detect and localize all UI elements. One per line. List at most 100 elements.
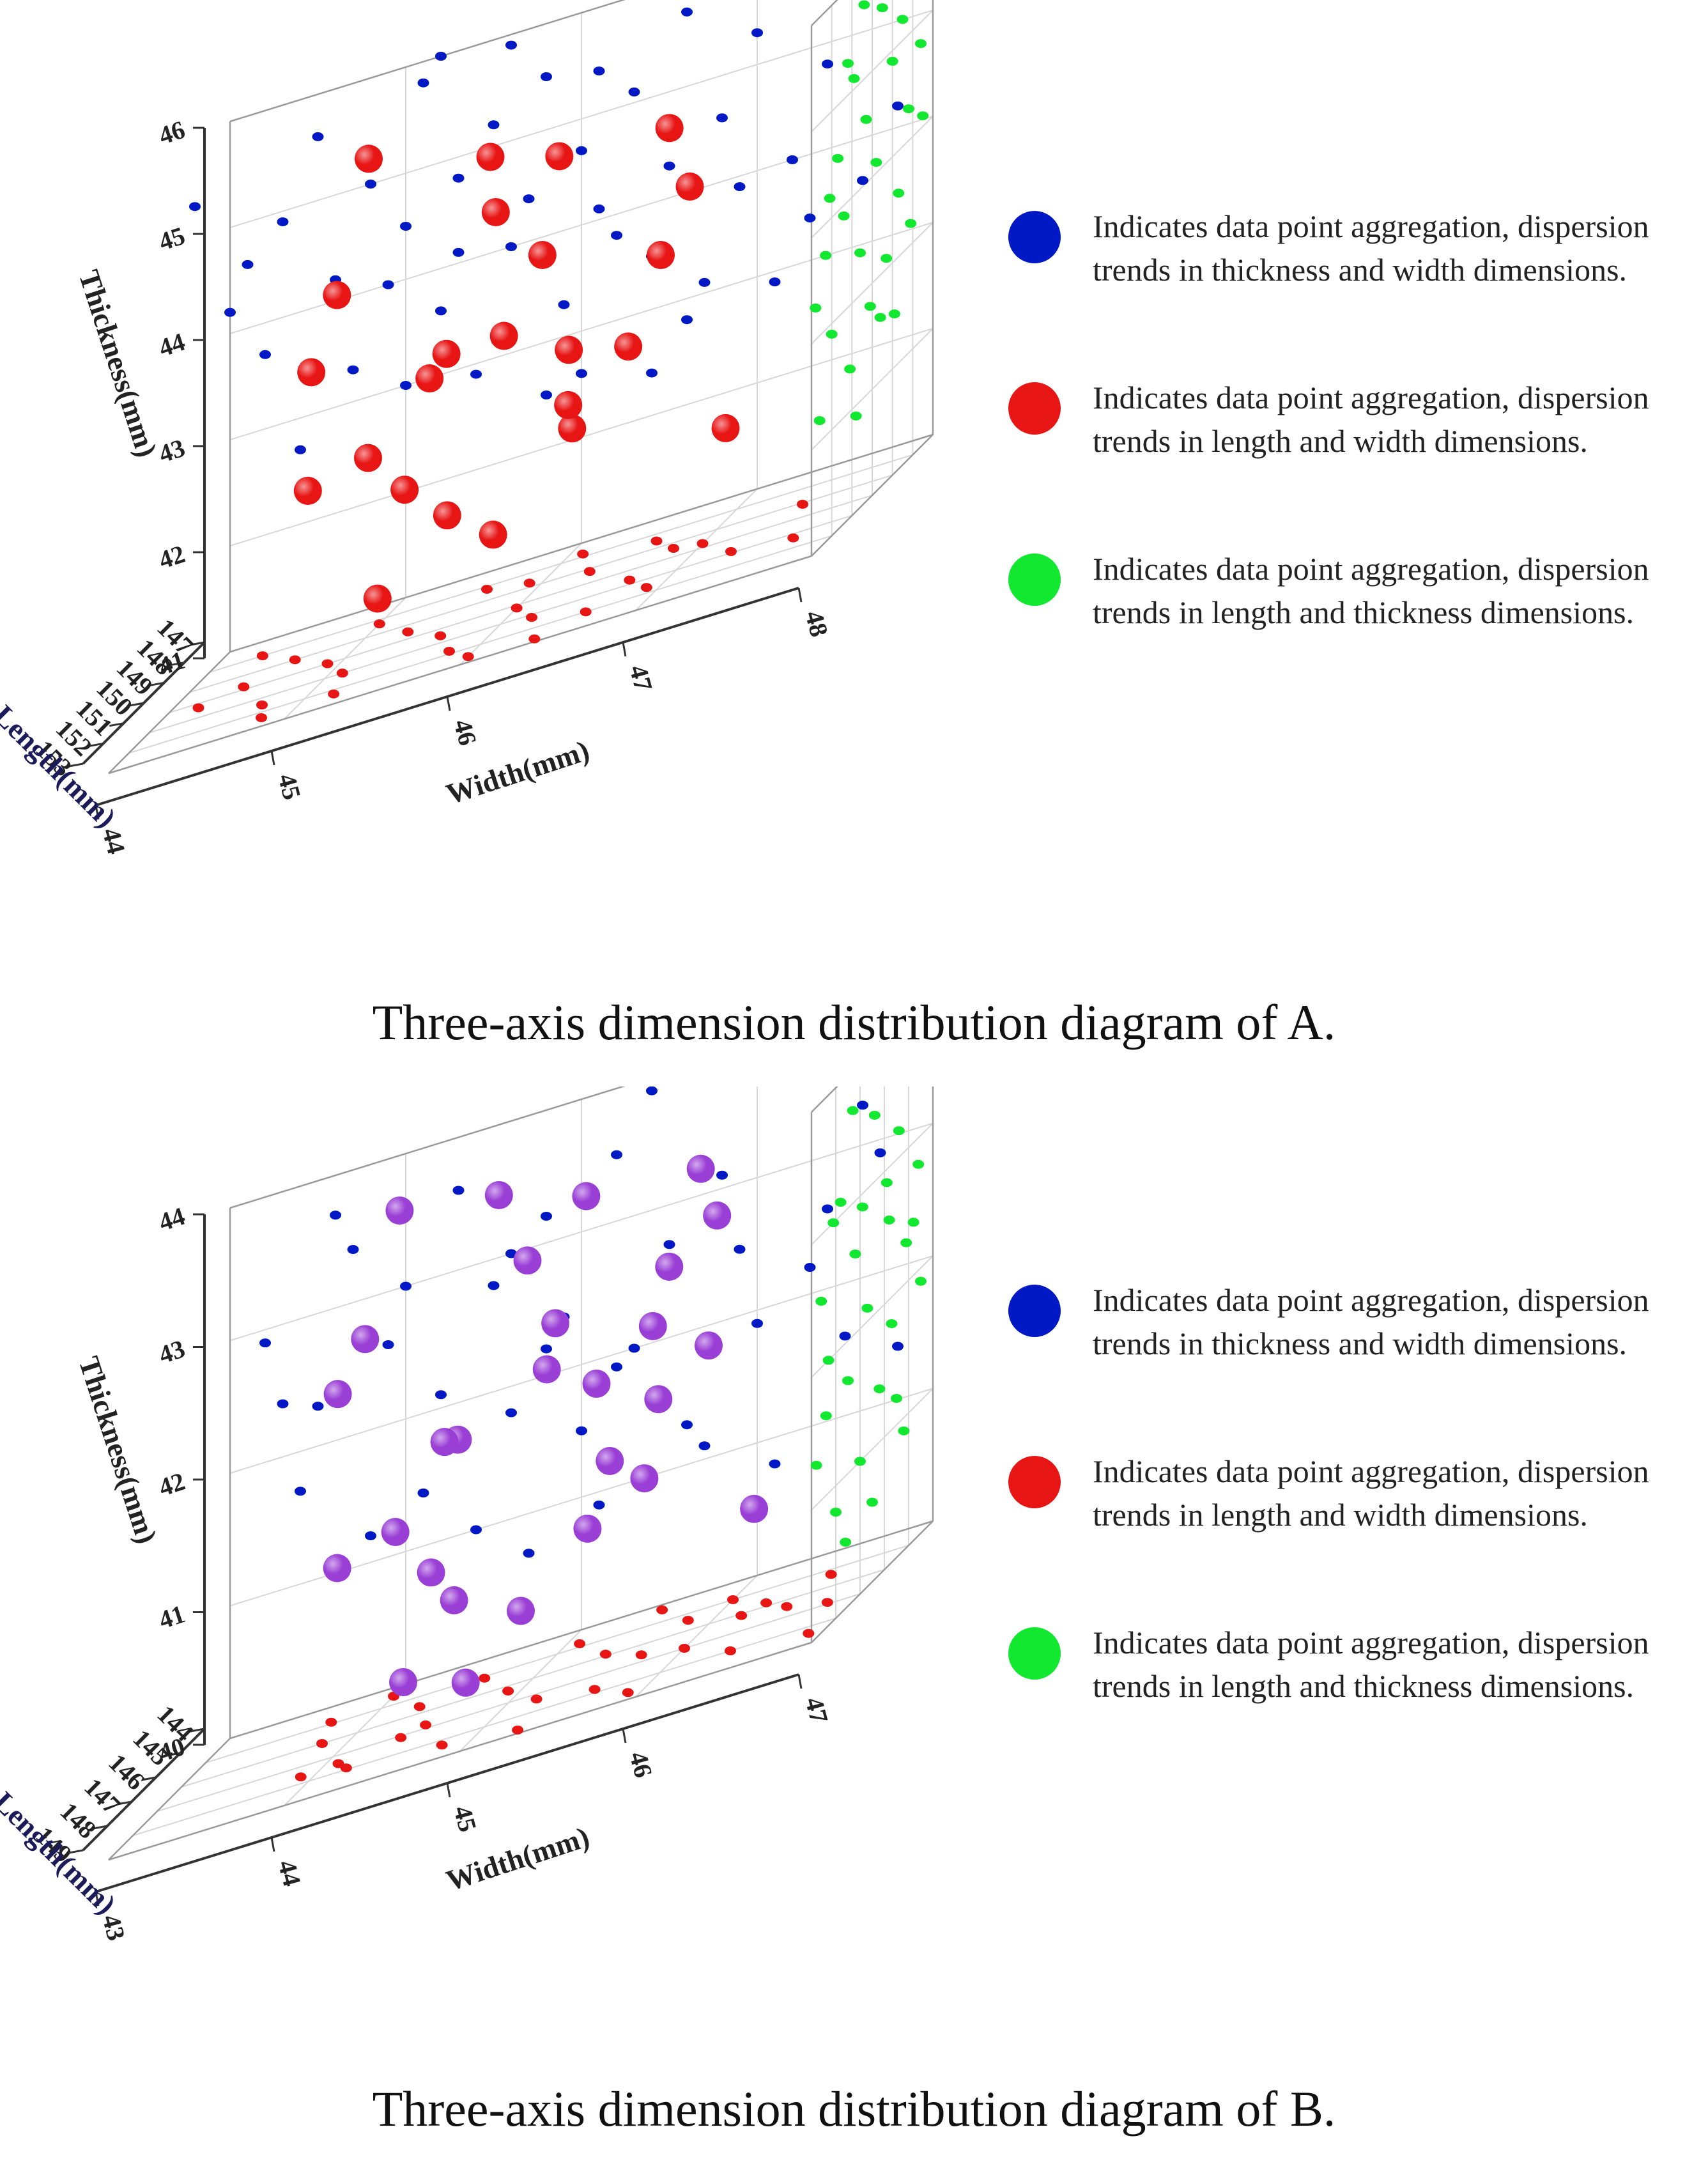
- projection-point: [803, 1628, 815, 1638]
- figure-caption-a: Three-axis dimension distribution diagra…: [372, 994, 1336, 1050]
- projection-point: [646, 1086, 658, 1095]
- legend-green-dot: [1008, 1627, 1061, 1680]
- projection-point: [624, 575, 636, 585]
- data-sphere-point: [532, 1355, 561, 1384]
- projection-point: [734, 182, 746, 192]
- floor-gridline: [459, 543, 582, 665]
- projection-point: [781, 1602, 793, 1611]
- back-wall-gridline: [229, 1255, 934, 1474]
- projection-point: [820, 251, 832, 260]
- projection-point: [824, 194, 836, 203]
- length-tick-mark: [165, 1752, 181, 1757]
- data-sphere-point: [417, 1558, 445, 1587]
- width-tick-mark: [797, 1674, 803, 1689]
- box-edge: [811, 1086, 838, 1113]
- width-tick-label: 47: [624, 662, 658, 694]
- projection-point: [589, 1685, 601, 1694]
- projection-point: [628, 87, 640, 97]
- projection-point: [825, 1570, 837, 1579]
- legend-item-thickness-width: Indicates data point aggregation, disper…: [997, 1278, 1674, 1412]
- projection-point: [679, 1644, 690, 1653]
- data-sphere-point: [323, 281, 351, 309]
- data-sphere-point: [675, 172, 704, 201]
- thickness-tick-label: 41: [155, 1599, 188, 1634]
- width-tick-label: 47: [799, 1694, 834, 1726]
- thickness-tick-label: 45: [155, 221, 188, 256]
- data-sphere-point: [507, 1597, 535, 1625]
- width-tick-label: 45: [448, 1803, 482, 1835]
- projection-point: [256, 713, 267, 722]
- projection-point: [915, 39, 927, 49]
- projection-point: [840, 1538, 852, 1547]
- length-tick-mark: [190, 1728, 205, 1733]
- projection-point: [751, 28, 763, 38]
- projection-point: [668, 544, 679, 553]
- box-edge: [811, 434, 934, 557]
- width-tick-mark: [797, 587, 803, 603]
- projection-point: [891, 1394, 902, 1403]
- length-tick-mark: [190, 641, 205, 646]
- projection-point: [810, 303, 822, 313]
- legend-red-dot: [1008, 382, 1061, 435]
- data-sphere-point: [381, 1518, 410, 1547]
- projection-point: [576, 1426, 587, 1435]
- data-sphere-point: [389, 1668, 417, 1696]
- projection-point: [436, 1740, 448, 1750]
- projection-point: [876, 3, 888, 13]
- thickness-axis-title: Thickness(mm): [72, 1352, 163, 1547]
- projection-point: [528, 634, 541, 644]
- projection-point: [328, 689, 340, 699]
- projection-point: [888, 309, 900, 319]
- floor-gridline: [635, 488, 758, 611]
- projection-point: [316, 1739, 328, 1748]
- projection-point: [849, 1249, 861, 1259]
- projection-point: [842, 1376, 854, 1386]
- floor-gridline: [635, 1575, 758, 1697]
- projection-point: [330, 1210, 341, 1220]
- projection-point: [727, 1595, 739, 1604]
- legend-item-length-width: Indicates data point aggregation, disper…: [997, 1450, 1674, 1584]
- projection-point: [312, 1402, 324, 1411]
- projection-point: [224, 307, 236, 317]
- projection-point: [336, 669, 348, 678]
- projection-point: [295, 1772, 307, 1782]
- projection-point: [488, 1281, 500, 1290]
- projection-point: [815, 1297, 827, 1306]
- projection-point: [646, 368, 658, 378]
- data-sphere-point: [614, 332, 643, 361]
- projection-point: [417, 1489, 429, 1497]
- projection-point: [574, 1639, 586, 1648]
- box-edge: [108, 1641, 812, 1861]
- projection-point: [373, 619, 385, 629]
- floor-gridline: [284, 597, 406, 720]
- projection-point: [915, 1276, 927, 1286]
- length-tick-mark: [68, 1849, 84, 1854]
- projection-point: [821, 1598, 833, 1607]
- projection-point: [716, 113, 728, 123]
- projection-point: [917, 111, 929, 121]
- projection-point: [787, 155, 798, 164]
- legend-text: Indicates data point aggregation, disper…: [1093, 380, 1649, 459]
- legend-text: Indicates data point aggregation, disper…: [1093, 208, 1649, 288]
- projection-point: [382, 1340, 394, 1349]
- projection-point: [558, 300, 570, 309]
- projection-point: [650, 536, 663, 546]
- projection-point: [905, 219, 917, 228]
- projection-point: [839, 1331, 851, 1341]
- projection-point: [435, 306, 447, 316]
- back-wall-gridline: [229, 1122, 934, 1342]
- projection-point: [866, 1497, 878, 1507]
- data-sphere-point: [644, 1385, 673, 1414]
- projection-point: [462, 652, 474, 661]
- legend-b: Indicates data point aggregation, disper…: [997, 1278, 1674, 1792]
- projection-point: [400, 381, 412, 390]
- projection-point: [470, 369, 482, 379]
- legend-blue-dot: [1008, 1285, 1061, 1337]
- projection-point: [312, 132, 324, 141]
- width-tick-mark: [95, 1891, 100, 1906]
- projection-point: [804, 1263, 816, 1272]
- projection-point: [628, 1343, 640, 1353]
- projection-point: [289, 655, 301, 665]
- projection-point: [854, 1457, 866, 1466]
- legend-text: Indicates data point aggregation, disper…: [1093, 1625, 1649, 1704]
